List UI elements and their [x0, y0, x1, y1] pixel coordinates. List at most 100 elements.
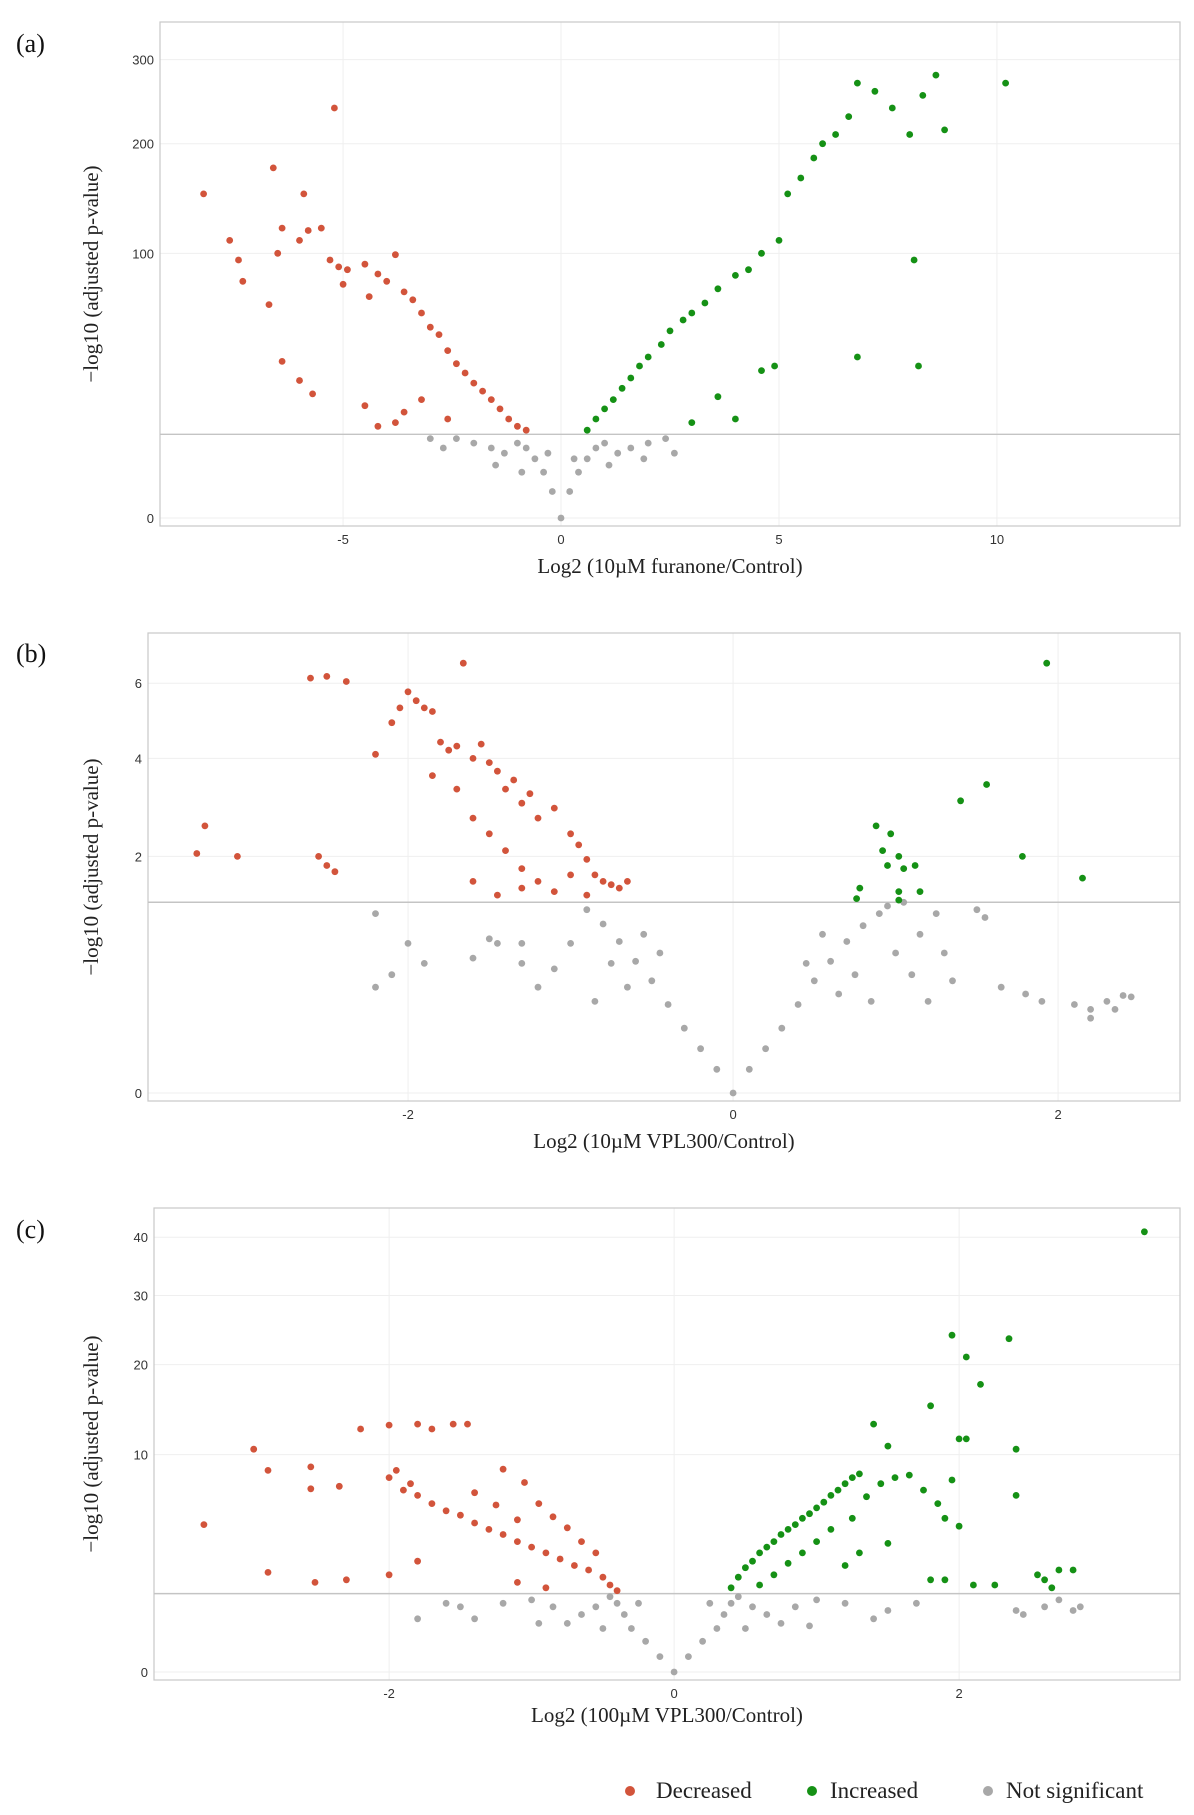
data-point-increased	[983, 781, 990, 788]
data-point-increased	[1002, 79, 1009, 87]
data-point-not-significant	[644, 439, 652, 447]
data-point-increased	[962, 1353, 970, 1361]
data-point-decreased	[200, 190, 208, 198]
data-point-increased	[955, 1522, 963, 1530]
data-point-decreased	[526, 790, 534, 798]
plot-frame	[153, 1207, 1181, 1681]
data-point-decreased	[615, 884, 623, 892]
data-point-increased	[1012, 1492, 1020, 1499]
data-point-decreased	[250, 1445, 258, 1453]
data-point-increased	[1048, 1584, 1056, 1592]
data-point-decreased	[592, 1549, 600, 1557]
data-point-decreased	[453, 785, 461, 793]
legend-item-not-significant: Not significant	[983, 1778, 1144, 1803]
data-point-not-significant	[457, 1603, 464, 1611]
data-point-decreased	[479, 387, 486, 395]
data-point-decreased	[563, 1524, 571, 1532]
x-axis-label: Log2 (10µM VPL300/Control)	[533, 1129, 794, 1153]
data-point-decreased	[502, 847, 509, 854]
data-point-decreased	[344, 266, 351, 274]
data-point-decreased	[414, 1557, 421, 1565]
data-point-decreased	[583, 891, 591, 899]
data-point-decreased	[606, 1581, 614, 1589]
legend-item-decreased: Decreased	[625, 1778, 752, 1803]
data-point-not-significant	[592, 1603, 600, 1611]
data-point-not-significant	[727, 1599, 735, 1607]
data-point-decreased	[400, 288, 408, 296]
data-point-decreased	[326, 256, 334, 264]
x-tick-label: 10	[990, 532, 1004, 547]
data-point-not-significant	[575, 468, 582, 476]
data-point-decreased	[487, 396, 495, 403]
data-point-not-significant	[656, 1653, 664, 1660]
data-point-decreased	[429, 772, 436, 779]
data-point-decreased	[518, 884, 526, 892]
y-tick-label: 200	[132, 137, 154, 152]
data-point-not-significant	[570, 455, 578, 463]
x-tick-label: 0	[729, 1107, 736, 1122]
data-point-increased	[962, 1435, 970, 1443]
data-point-not-significant	[470, 439, 478, 447]
legend-label: Increased	[830, 1778, 919, 1803]
data-point-not-significant	[706, 1599, 714, 1607]
y-tick-label: 100	[132, 246, 154, 261]
data-point-not-significant	[485, 935, 493, 943]
data-point-decreased	[510, 776, 518, 784]
data-point-not-significant	[487, 444, 495, 452]
data-point-decreased	[514, 1516, 521, 1524]
data-point-increased	[1034, 1571, 1041, 1579]
data-point-increased	[688, 419, 696, 426]
data-point-decreased	[278, 358, 286, 365]
data-point-increased	[834, 1486, 842, 1494]
data-point-increased	[888, 104, 896, 112]
data-point-increased	[932, 71, 940, 79]
data-point-not-significant	[843, 938, 851, 945]
data-point-decreased	[307, 674, 314, 682]
data-point-not-significant	[892, 949, 899, 957]
data-point-increased	[784, 1526, 792, 1533]
data-point-decreased	[307, 1463, 315, 1471]
data-point-increased	[714, 285, 722, 293]
data-point-not-significant	[875, 910, 883, 917]
data-point-decreased	[420, 704, 428, 712]
data-point-increased	[742, 1564, 749, 1572]
data-point-not-significant	[997, 983, 1005, 991]
data-point-not-significant	[851, 971, 859, 979]
data-point-not-significant	[1019, 1611, 1027, 1618]
data-point-increased	[955, 1435, 963, 1443]
data-point-not-significant	[791, 1603, 799, 1611]
y-axis-label: −log10 (adjusted p-value)	[79, 165, 103, 382]
data-point-decreased	[514, 422, 521, 430]
data-point-not-significant	[414, 1615, 421, 1623]
data-point-not-significant	[518, 468, 526, 476]
data-point-not-significant	[420, 960, 428, 967]
data-point-not-significant	[642, 1637, 649, 1645]
data-point-decreased	[464, 1420, 471, 1428]
data-point-not-significant	[981, 914, 989, 921]
data-point-decreased	[499, 1531, 507, 1538]
data-point-increased	[856, 884, 864, 892]
data-point-increased	[657, 341, 665, 348]
data-point-not-significant	[640, 455, 648, 463]
data-point-not-significant	[859, 922, 867, 930]
data-point-increased	[771, 362, 778, 370]
data-point-decreased	[477, 740, 485, 748]
data-point-increased	[636, 362, 643, 370]
data-point-not-significant	[518, 960, 526, 967]
data-point-decreased	[514, 1538, 521, 1545]
data-point-not-significant	[628, 1625, 635, 1632]
data-point-not-significant	[601, 439, 608, 447]
data-point-decreased	[239, 277, 247, 285]
data-point-increased	[841, 1562, 849, 1569]
data-point-not-significant	[802, 960, 810, 967]
data-point-decreased	[304, 227, 312, 234]
data-point-increased	[775, 237, 783, 244]
data-point-not-significant	[973, 906, 981, 914]
data-point-decreased	[485, 759, 493, 766]
data-point-not-significant	[685, 1653, 692, 1660]
data-point-increased	[884, 1442, 892, 1450]
data-point-not-significant	[777, 1620, 785, 1627]
data-point-not-significant	[627, 444, 635, 452]
data-point-not-significant	[583, 906, 591, 914]
data-point-not-significant	[442, 1599, 450, 1607]
